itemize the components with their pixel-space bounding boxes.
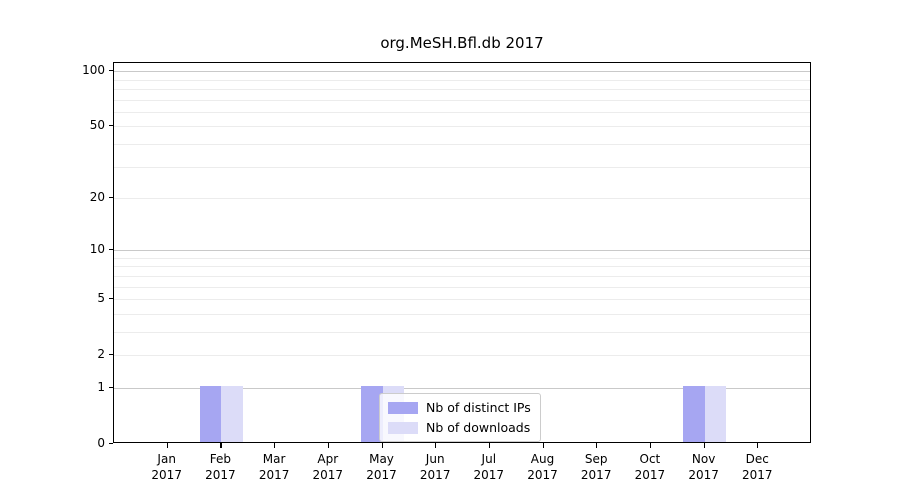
x-tick-year: 2017 xyxy=(419,468,451,482)
y-axis-tick xyxy=(109,125,113,127)
gridline-minor xyxy=(114,286,810,288)
y-tick-label: 20 xyxy=(89,190,105,204)
gridline-minor xyxy=(114,111,810,113)
bar-distinct-ips xyxy=(361,386,383,442)
bar-downloads xyxy=(221,386,243,442)
x-tick-label: Feb 2017 xyxy=(205,451,236,483)
x-tick-label: Aug 2017 xyxy=(527,451,558,483)
x-tick-month: Feb xyxy=(209,452,232,466)
x-tick-year: 2017 xyxy=(366,468,397,482)
gridline-minor xyxy=(114,332,810,333)
y-tick-label: 100 xyxy=(82,63,105,78)
legend-label-distinct-ips: Nb of distinct IPs xyxy=(426,400,531,415)
gridline-minor xyxy=(114,79,810,81)
x-tick-month: Jun xyxy=(425,452,445,466)
legend-swatch-downloads-icon xyxy=(388,421,418,434)
x-axis-tick xyxy=(220,443,222,448)
x-tick-month: Jan xyxy=(157,452,176,466)
y-axis-tick xyxy=(109,298,113,300)
y-tick-label: 2 xyxy=(97,347,105,362)
x-axis-tick xyxy=(274,443,276,448)
x-axis-tick xyxy=(703,443,705,448)
y-tick-label: 0 xyxy=(97,436,105,450)
chart-title: org.MeSH.Bfl.db 2017 xyxy=(380,34,544,52)
y-tick-label: 50 xyxy=(89,118,105,133)
y-axis-tick xyxy=(109,249,113,251)
y-axis-tick xyxy=(109,443,113,445)
gridline-minor xyxy=(114,355,810,357)
x-tick-year: 2017 xyxy=(258,468,290,482)
x-tick-year: 2017 xyxy=(205,468,236,482)
chart-legend: Nb of distinct IPs Nb of downloads xyxy=(379,393,541,442)
bar-distinct-ips xyxy=(199,386,222,442)
x-tick-label: Oct 2017 xyxy=(635,451,666,483)
y-axis-tick xyxy=(109,387,113,389)
x-tick-label: Nov 2017 xyxy=(688,451,719,483)
x-tick-label: Dec 2017 xyxy=(742,451,773,483)
gridline-minor xyxy=(114,126,810,128)
x-tick-year: 2017 xyxy=(634,468,666,482)
x-tick-label: Apr 2017 xyxy=(313,451,344,483)
y-tick-label: 1 xyxy=(97,380,105,394)
x-tick-label: May 2017 xyxy=(366,451,397,483)
x-tick-year: 2017 xyxy=(527,468,558,482)
x-axis-tick xyxy=(649,443,652,448)
x-tick-month: Apr xyxy=(317,452,339,466)
gridline-major xyxy=(114,71,810,73)
gridline-minor xyxy=(114,99,810,101)
gridline-minor xyxy=(114,257,810,259)
x-axis-tick xyxy=(488,443,490,448)
x-axis-tick xyxy=(757,443,759,448)
y-axis-tick xyxy=(109,197,113,199)
x-tick-month: May xyxy=(369,452,394,466)
x-tick-month: Nov xyxy=(691,452,716,466)
x-tick-label: Jan 2017 xyxy=(151,451,182,483)
gridline-minor xyxy=(114,88,810,90)
legend-swatch-distinct-ips-icon xyxy=(388,401,418,414)
x-tick-label: Jun 2017 xyxy=(420,451,451,483)
y-tick-label: 10 xyxy=(89,242,105,257)
x-tick-label: Mar 2017 xyxy=(259,451,290,483)
gridline-minor xyxy=(114,299,810,301)
legend-item-distinct-ips: Nb of distinct IPs xyxy=(388,400,531,415)
x-tick-month: Oct xyxy=(639,452,661,466)
legend-label-downloads: Nb of downloads xyxy=(426,420,531,435)
x-tick-year: 2017 xyxy=(312,468,344,482)
x-tick-year: 2017 xyxy=(742,468,773,482)
gridline-major xyxy=(114,388,810,389)
x-axis-tick xyxy=(381,443,383,448)
x-tick-year: 2017 xyxy=(151,468,182,482)
bar-distinct-ips xyxy=(683,386,705,442)
y-axis-tick xyxy=(109,354,113,356)
x-tick-month: Jul xyxy=(481,452,497,466)
x-axis-tick xyxy=(166,443,168,448)
x-tick-year: 2017 xyxy=(580,468,612,482)
x-tick-month: Dec xyxy=(745,452,769,466)
x-axis-tick xyxy=(327,443,329,448)
gridline-minor xyxy=(114,198,810,199)
x-tick-year: 2017 xyxy=(688,468,719,482)
y-tick-label: 5 xyxy=(97,291,105,306)
gridline-major xyxy=(114,250,810,252)
gridline-minor xyxy=(114,166,810,168)
x-tick-month: Sep xyxy=(584,452,608,466)
gridline-minor xyxy=(114,276,810,277)
bar-downloads xyxy=(704,386,727,442)
x-tick-month: Mar xyxy=(262,452,286,466)
gridline-minor xyxy=(114,266,810,268)
x-axis-tick xyxy=(435,443,437,448)
x-tick-label: Sep 2017 xyxy=(581,451,612,483)
plot-area: Nb of distinct IPs Nb of downloads xyxy=(113,62,811,443)
x-tick-label: Jul 2017 xyxy=(474,451,505,483)
x-tick-month: Aug xyxy=(530,452,555,466)
gridline-minor xyxy=(114,143,810,145)
x-axis-tick xyxy=(542,443,544,448)
x-axis-tick xyxy=(596,443,598,448)
gridline-minor xyxy=(114,313,810,315)
y-axis-tick xyxy=(109,70,113,72)
x-tick-year: 2017 xyxy=(473,468,505,482)
legend-item-downloads: Nb of downloads xyxy=(388,420,531,435)
